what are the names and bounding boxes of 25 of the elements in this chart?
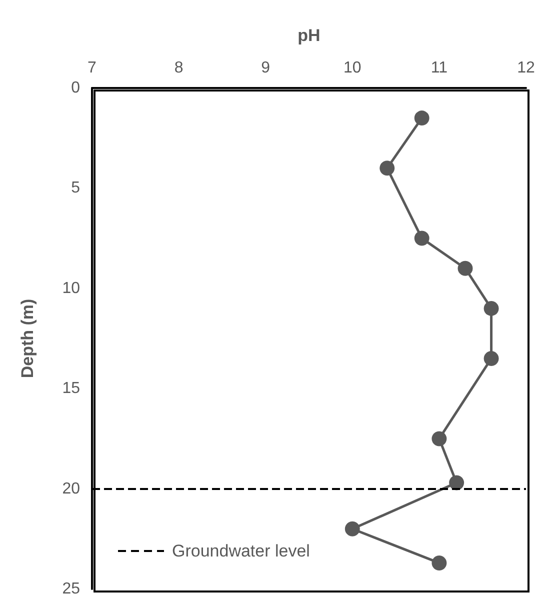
y-tick-label: 20: [62, 480, 80, 498]
point: [432, 555, 447, 570]
y-tick-label: 15: [62, 380, 80, 398]
x-tick-label: 8: [174, 60, 184, 76]
point: [458, 260, 473, 276]
point: [484, 300, 499, 316]
point: [344, 521, 360, 536]
x-tick-label: 12: [517, 60, 535, 76]
point: [449, 475, 464, 490]
point: [432, 431, 447, 446]
y-tick-label: 5: [71, 180, 80, 197]
x-axis-title: pH: [298, 26, 320, 45]
point: [380, 160, 395, 176]
y-tick-label: 0: [71, 80, 80, 96]
point: [414, 110, 430, 126]
x-tick-label: 11: [430, 60, 448, 76]
y-tick-label: 25: [62, 580, 80, 598]
point: [414, 230, 430, 246]
y-tick-label: 10: [62, 280, 80, 297]
x-tick-label: 9: [261, 60, 270, 76]
point: [484, 351, 499, 366]
y-axis-title: Depth (m): [18, 298, 37, 378]
x-tick-label: 10: [344, 60, 362, 76]
legend-label: Groundwater level: [172, 542, 310, 560]
x-tick-label: 7: [88, 60, 97, 76]
